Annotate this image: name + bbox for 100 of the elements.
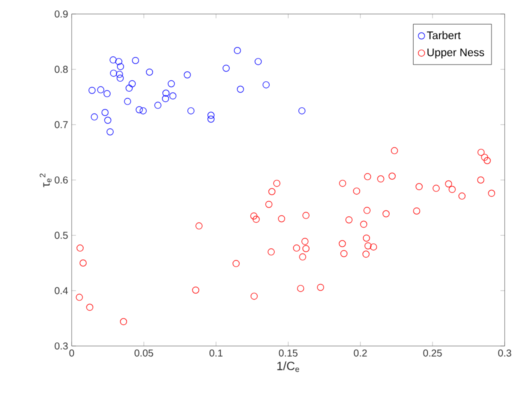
point: [168, 80, 175, 88]
point: [88, 86, 96, 94]
point: [478, 148, 485, 156]
point: [154, 102, 162, 109]
point: [106, 128, 114, 136]
point: [278, 215, 286, 222]
point: [390, 147, 398, 154]
point: [445, 180, 452, 188]
x-tick-label: 0.05: [134, 350, 154, 357]
point: [110, 70, 118, 77]
point: [162, 95, 170, 102]
point: [207, 112, 214, 119]
y-tick-label: 0.9: [54, 10, 68, 18]
point: [76, 294, 83, 301]
point: [76, 244, 84, 252]
point: [169, 92, 176, 100]
point: [301, 238, 308, 245]
point: [488, 190, 496, 197]
point: [116, 70, 123, 78]
point: [481, 154, 488, 161]
x-tick-label: 0.3: [498, 350, 512, 357]
point: [222, 64, 230, 72]
point: [140, 107, 147, 114]
point: [388, 172, 396, 180]
point: [252, 216, 260, 223]
point: [345, 216, 352, 224]
point: [110, 56, 117, 64]
point: [302, 212, 310, 219]
point: [448, 186, 456, 193]
point: [146, 68, 153, 76]
point: [362, 250, 370, 258]
point: [90, 113, 98, 120]
point: [360, 220, 368, 228]
point: [124, 98, 132, 105]
legend-label: Upper Ness: [428, 48, 484, 58]
point: [162, 90, 170, 97]
point: [104, 90, 111, 98]
point: [187, 107, 194, 114]
point: [432, 184, 440, 192]
y-tick-label: 0.5: [54, 232, 68, 239]
point: [192, 286, 200, 294]
x-tick-label: 0: [69, 350, 74, 357]
point: [265, 200, 272, 208]
point: [128, 80, 136, 88]
point: [293, 244, 300, 252]
point: [262, 81, 270, 88]
point: [116, 63, 124, 70]
point: [364, 242, 372, 250]
point: [297, 284, 304, 292]
point: [364, 206, 371, 214]
point: [477, 176, 484, 184]
point: [299, 253, 306, 260]
point: [364, 173, 372, 180]
legend-label: Tarbert: [426, 31, 461, 40]
point: [207, 116, 214, 123]
point: [484, 157, 491, 164]
point: [196, 222, 203, 230]
x-tick-label: 0.15: [278, 350, 298, 357]
point: [116, 74, 124, 82]
point: [338, 240, 346, 248]
point: [250, 212, 258, 220]
point: [370, 243, 378, 250]
point: [268, 188, 276, 196]
x-tick-label: 0.2: [354, 350, 367, 357]
point: [102, 108, 109, 116]
point: [340, 250, 348, 258]
point: [104, 116, 112, 124]
point: [458, 192, 466, 200]
point: [232, 260, 240, 268]
point: [317, 284, 324, 291]
point: [416, 183, 423, 190]
point: [184, 71, 191, 78]
point: [302, 245, 310, 252]
point: [115, 58, 122, 66]
point: [250, 292, 258, 300]
y-tick-label: 0.6: [54, 176, 68, 184]
point: [120, 318, 128, 326]
point: [353, 188, 360, 195]
y-tick-label: 0.3: [54, 342, 68, 350]
point: [268, 248, 275, 256]
point: [132, 56, 139, 64]
point: [80, 260, 87, 266]
point: [413, 207, 420, 214]
point: [97, 86, 104, 94]
point: [362, 234, 370, 242]
y-tick-label: 0.7: [54, 121, 68, 128]
point: [86, 304, 94, 311]
point: [254, 58, 262, 66]
point: [339, 180, 346, 187]
y-tick-label: 0.8: [54, 66, 68, 73]
point: [298, 107, 306, 114]
x-tick-label: 0.1: [210, 350, 222, 357]
point: [273, 180, 280, 187]
point: [126, 84, 133, 92]
point: [377, 175, 384, 182]
point: [382, 210, 390, 218]
y-tick-label: 0.4: [54, 287, 68, 294]
point: [236, 86, 244, 93]
x-axis-title: 1/C$_{e}$: [277, 361, 300, 372]
point: [136, 106, 143, 114]
